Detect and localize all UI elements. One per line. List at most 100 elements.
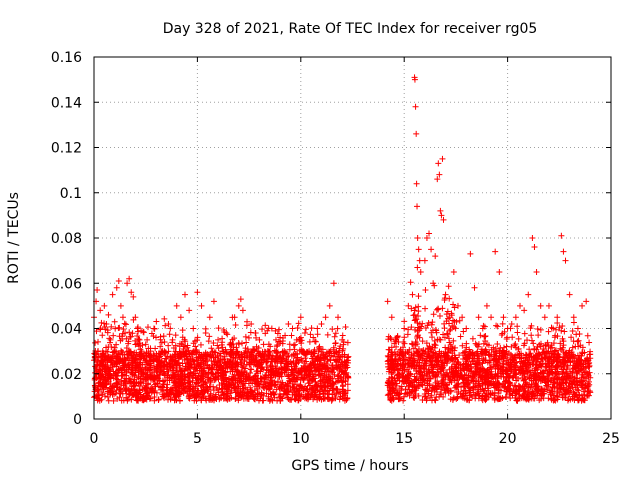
data-point bbox=[132, 337, 139, 344]
data-point bbox=[103, 344, 110, 351]
data-point bbox=[102, 376, 109, 383]
data-point bbox=[239, 391, 246, 398]
data-point bbox=[202, 330, 209, 337]
data-point bbox=[265, 385, 272, 392]
data-point bbox=[322, 366, 329, 373]
data-point bbox=[432, 253, 439, 260]
data-point bbox=[135, 340, 142, 347]
data-point bbox=[254, 390, 261, 397]
data-point bbox=[230, 381, 237, 388]
data-point bbox=[212, 374, 219, 381]
data-point bbox=[94, 287, 101, 294]
data-point bbox=[291, 395, 298, 402]
data-point bbox=[271, 369, 278, 376]
data-point bbox=[115, 367, 122, 374]
data-point bbox=[185, 347, 192, 354]
data-point bbox=[106, 385, 113, 392]
data-point bbox=[314, 354, 321, 361]
data-point bbox=[125, 361, 132, 368]
data-point bbox=[111, 344, 118, 351]
data-point bbox=[295, 397, 302, 404]
data-point bbox=[223, 361, 230, 368]
data-point bbox=[292, 358, 299, 365]
data-point bbox=[151, 397, 158, 404]
data-point bbox=[184, 342, 191, 349]
data-point bbox=[260, 392, 267, 399]
data-point bbox=[282, 367, 289, 374]
data-point bbox=[152, 374, 159, 381]
data-point bbox=[271, 391, 278, 398]
data-point bbox=[114, 359, 121, 366]
data-point bbox=[263, 358, 270, 365]
data-point bbox=[221, 369, 228, 376]
data-point bbox=[290, 376, 297, 383]
data-point bbox=[258, 364, 265, 371]
data-point bbox=[220, 326, 227, 333]
data-point bbox=[234, 359, 241, 366]
data-point bbox=[401, 318, 408, 325]
data-point bbox=[142, 341, 149, 348]
data-point bbox=[492, 248, 499, 255]
data-point bbox=[208, 365, 215, 372]
data-point bbox=[297, 314, 304, 321]
data-point bbox=[207, 379, 214, 386]
data-point bbox=[239, 340, 246, 347]
data-point bbox=[339, 353, 346, 360]
data-point bbox=[575, 337, 582, 344]
data-point bbox=[498, 331, 505, 338]
data-point bbox=[291, 346, 298, 353]
data-point bbox=[267, 363, 274, 370]
data-point bbox=[151, 381, 158, 388]
data-point bbox=[293, 381, 300, 388]
data-point bbox=[342, 377, 349, 384]
data-point bbox=[414, 235, 421, 241]
data-point bbox=[267, 343, 274, 350]
data-point bbox=[312, 338, 319, 345]
data-point bbox=[192, 338, 199, 345]
data-point bbox=[526, 346, 533, 353]
data-point bbox=[430, 311, 437, 318]
data-point bbox=[289, 391, 296, 398]
data-point bbox=[450, 301, 457, 308]
data-point bbox=[99, 332, 106, 339]
data-point bbox=[246, 393, 253, 400]
data-point bbox=[227, 359, 234, 366]
data-point bbox=[437, 207, 444, 214]
data-point bbox=[545, 328, 552, 335]
data-point bbox=[480, 322, 487, 329]
data-point bbox=[422, 305, 429, 312]
data-point bbox=[322, 314, 329, 321]
data-point bbox=[231, 384, 238, 391]
data-point bbox=[337, 393, 344, 400]
data-point bbox=[116, 324, 123, 331]
data-point bbox=[113, 284, 120, 291]
data-point bbox=[148, 384, 155, 391]
data-point bbox=[407, 279, 414, 286]
data-point bbox=[388, 314, 395, 321]
data-point bbox=[260, 381, 267, 388]
data-point bbox=[92, 383, 99, 390]
data-point bbox=[292, 369, 299, 376]
data-point bbox=[114, 376, 121, 383]
data-point bbox=[161, 315, 168, 322]
data-point bbox=[340, 345, 347, 352]
data-point bbox=[208, 345, 215, 352]
data-point bbox=[129, 330, 136, 337]
data-point bbox=[281, 386, 288, 393]
data-point bbox=[215, 389, 222, 396]
data-point bbox=[422, 286, 429, 293]
data-point bbox=[300, 350, 307, 357]
data-point bbox=[243, 339, 250, 346]
data-point bbox=[253, 361, 260, 368]
data-point bbox=[445, 283, 452, 290]
data-point bbox=[137, 379, 144, 386]
data-point bbox=[297, 334, 304, 341]
data-point bbox=[579, 302, 586, 309]
data-point bbox=[240, 383, 247, 390]
data-point bbox=[173, 367, 180, 374]
data-point bbox=[234, 368, 241, 375]
y-tick-label: 0.12 bbox=[51, 141, 82, 157]
x-tick-label: 25 bbox=[602, 431, 620, 447]
data-point bbox=[162, 322, 169, 329]
data-point bbox=[98, 396, 105, 403]
